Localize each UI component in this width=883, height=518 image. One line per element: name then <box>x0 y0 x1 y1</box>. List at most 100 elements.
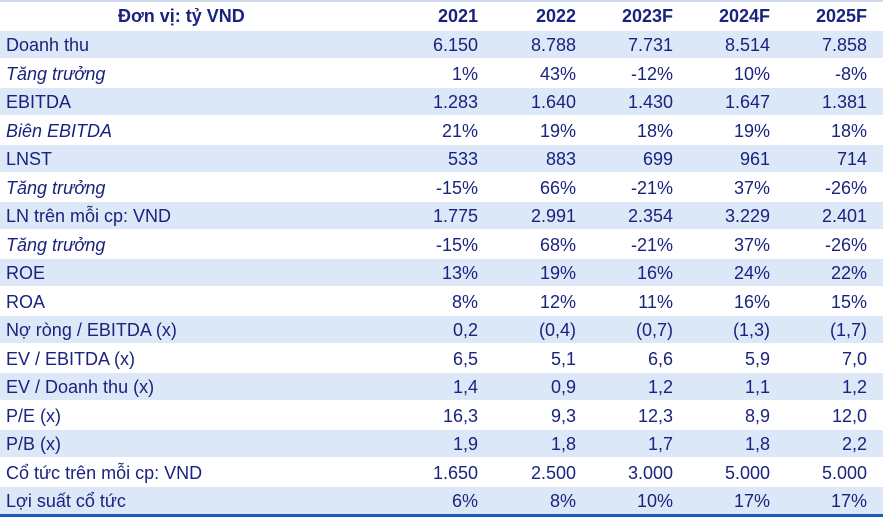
top-rule <box>0 0 883 2</box>
cell-value: 2.991 <box>530 206 576 226</box>
cell-value: 19% <box>539 263 576 283</box>
cell-value: 1,8 <box>550 434 576 454</box>
cell-value: 7,0 <box>841 349 867 369</box>
row-label: EV / EBITDA (x) <box>6 349 136 369</box>
table-row-tang-truong-lnst: Tăng trưởng -15% 66% -21% 37% -26% <box>0 174 883 202</box>
cell-value: 2.401 <box>821 206 867 226</box>
cell-value: 0,2 <box>452 320 478 340</box>
cell-value: (0,4) <box>538 320 576 340</box>
cell-value: (1,7) <box>829 320 867 340</box>
cell-value: 8% <box>451 292 478 312</box>
cell-value: 1.430 <box>627 92 673 112</box>
cell-value: 6.150 <box>432 35 478 55</box>
unit-label: Đơn vị: tỷ VND <box>118 6 245 26</box>
cell-value: 1.647 <box>724 92 770 112</box>
bottom-rule <box>0 514 883 517</box>
cell-value: 5.000 <box>821 463 867 483</box>
cell-value: -26% <box>824 235 867 255</box>
cell-value: 19% <box>539 121 576 141</box>
cell-value: (0,7) <box>635 320 673 340</box>
cell-value: 16,3 <box>442 406 478 426</box>
table-row-ev-revenue: EV / Doanh thu (x) 1,4 0,9 1,2 1,1 1,2 <box>0 373 883 401</box>
cell-value: 66% <box>539 178 576 198</box>
table-row-lnst: LNST 533 883 699 961 714 <box>0 145 883 173</box>
cell-value: 1,1 <box>744 377 770 397</box>
cell-value: 22% <box>830 263 867 283</box>
row-label: Lợi suất cổ tức <box>6 491 126 511</box>
row-label: Tăng trưởng <box>6 64 106 84</box>
table-row-eps: LN trên mỗi cp: VND 1.775 2.991 2.354 3.… <box>0 202 883 230</box>
row-label: Tăng trưởng <box>6 178 106 198</box>
year-header: 2021 <box>437 6 478 26</box>
cell-value: -12% <box>630 64 673 84</box>
row-label: EBITDA <box>6 92 72 112</box>
cell-value: 10% <box>636 491 673 511</box>
cell-value: 699 <box>642 149 673 169</box>
cell-value: 0,9 <box>550 377 576 397</box>
row-label: EV / Doanh thu (x) <box>6 377 155 397</box>
row-label: P/B (x) <box>6 434 62 454</box>
year-header: 2025F <box>815 6 867 26</box>
cell-value: 1.650 <box>432 463 478 483</box>
cell-value: 8,9 <box>744 406 770 426</box>
cell-value: 1,2 <box>647 377 673 397</box>
table-row-dps: Cổ tức trên mỗi cp: VND 1.650 2.500 3.00… <box>0 459 883 487</box>
table-row-dividend-yield: Lợi suất cổ tức 6% 8% 10% 17% 17% <box>0 487 883 515</box>
table-row-pb: P/B (x) 1,9 1,8 1,7 1,8 2,2 <box>0 430 883 458</box>
cell-value: 533 <box>447 149 478 169</box>
cell-value: -26% <box>824 178 867 198</box>
table-row-ebitda: EBITDA 1.283 1.640 1.430 1.647 1.381 <box>0 88 883 116</box>
cell-value: 18% <box>830 121 867 141</box>
table-row-net-debt-ebitda: Nợ ròng / EBITDA (x) 0,2 (0,4) (0,7) (1,… <box>0 316 883 344</box>
cell-value: 68% <box>539 235 576 255</box>
row-label: Cổ tức trên mỗi cp: VND <box>6 463 203 483</box>
cell-value: 5.000 <box>724 463 770 483</box>
table-row-roe: ROE 13% 19% 16% 24% 22% <box>0 259 883 287</box>
cell-value: 2,2 <box>841 434 867 454</box>
cell-value: 17% <box>733 491 770 511</box>
cell-value: 883 <box>545 149 576 169</box>
cell-value: 8% <box>549 491 576 511</box>
cell-value: 18% <box>636 121 673 141</box>
cell-value: 12,3 <box>637 406 673 426</box>
cell-value: 19% <box>733 121 770 141</box>
cell-value: 1.381 <box>821 92 867 112</box>
cell-value: -21% <box>630 178 673 198</box>
cell-value: 1% <box>451 64 478 84</box>
cell-value: 16% <box>636 263 673 283</box>
cell-value: -21% <box>630 235 673 255</box>
row-label: Biên EBITDA <box>6 121 113 141</box>
cell-value: 1,4 <box>452 377 478 397</box>
cell-value: 961 <box>739 149 770 169</box>
cell-value: 12,0 <box>831 406 867 426</box>
cell-value: 1,9 <box>452 434 478 454</box>
cell-value: 8.788 <box>530 35 576 55</box>
cell-value: 6% <box>451 491 478 511</box>
table-row-bien-ebitda: Biên EBITDA 21% 19% 18% 19% 18% <box>0 117 883 145</box>
cell-value: 11% <box>638 292 673 312</box>
table-row-tang-truong-doanh-thu: Tăng trưởng 1% 43% -12% 10% -8% <box>0 60 883 88</box>
cell-value: 17% <box>830 491 867 511</box>
row-label: P/E (x) <box>6 406 62 426</box>
row-label: LN trên mỗi cp: VND <box>6 206 172 226</box>
table-row-tang-truong-eps: Tăng trưởng -15% 68% -21% 37% -26% <box>0 231 883 259</box>
table-row-pe: P/E (x) 16,3 9,3 12,3 8,9 12,0 <box>0 402 883 430</box>
cell-value: 12% <box>539 292 576 312</box>
cell-value: 2.354 <box>627 206 673 226</box>
year-header: 2024F <box>718 6 770 26</box>
year-header: 2023F <box>621 6 673 26</box>
row-label: LNST <box>6 149 53 169</box>
cell-value: 6,5 <box>452 349 478 369</box>
cell-value: 9,3 <box>550 406 576 426</box>
cell-value: 13% <box>441 263 478 283</box>
cell-value: 1.640 <box>530 92 576 112</box>
cell-value: 1.775 <box>432 206 478 226</box>
cell-value: 7.731 <box>627 35 673 55</box>
cell-value: 6,6 <box>647 349 673 369</box>
cell-value: 714 <box>836 149 867 169</box>
table-row-ev-ebitda: EV / EBITDA (x) 6,5 5,1 6,6 5,9 7,0 <box>0 345 883 373</box>
table-header-row: Đơn vị: tỷ VND 2021 2022 2023F 2024F 202… <box>0 2 883 30</box>
cell-value: 5,1 <box>550 349 576 369</box>
cell-value: 37% <box>733 235 770 255</box>
